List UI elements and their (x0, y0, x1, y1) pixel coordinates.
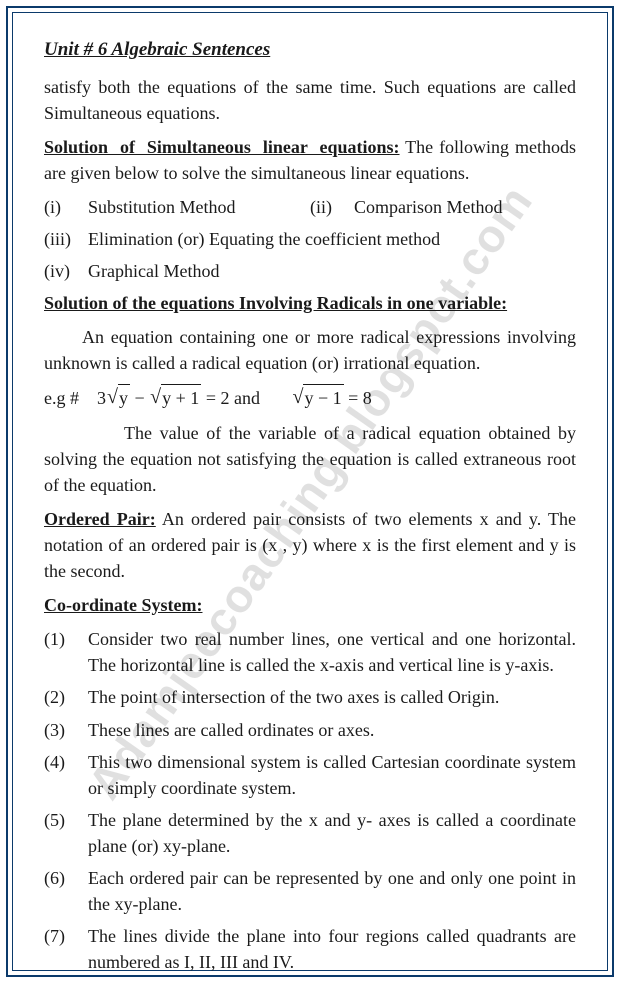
section-radicals-heading: Solution of the equations Involving Radi… (44, 290, 576, 316)
heading-coord: Co-ordinate System: (44, 595, 202, 615)
coord-num: (6) (44, 865, 88, 917)
coord-item: (1) Consider two real number lines, one … (44, 626, 576, 678)
radicals-para2: The value of the variable of a radical e… (44, 420, 576, 498)
coord-item: (6) Each ordered pair can be represented… (44, 865, 576, 917)
eq-minus: − (130, 388, 149, 408)
radicals-para1: An equation containing one or more radic… (44, 324, 576, 376)
unit-title: Unit # 6 Algebraic Sentences (44, 36, 576, 64)
heading-ordered-pair: Ordered Pair: (44, 509, 156, 529)
method-num: (iii) (44, 226, 88, 252)
coord-item: (3) These lines are called ordinates or … (44, 717, 576, 743)
coord-item: (5) The plane determined by the x and y-… (44, 807, 576, 859)
heading-radicals: Solution of the equations Involving Radi… (44, 293, 507, 313)
eq-coef: 3 (97, 388, 106, 408)
coord-num: (4) (44, 749, 88, 801)
eq-prefix: e.g # (44, 388, 79, 408)
equation-line: e.g # 3y − y + 1 = 2 and y − 1 = 8 (44, 384, 576, 411)
coord-text: The point of intersection of the two axe… (88, 684, 576, 710)
eq-eq2: = 8 (344, 388, 372, 408)
methods-row-3: (iv) Graphical Method (44, 258, 576, 284)
method-text: Elimination (or) Equating the coefficien… (88, 226, 576, 252)
method-num: (i) (44, 194, 88, 220)
coord-num: (7) (44, 923, 88, 975)
section-simultaneous: Solution of Simultaneous linear equation… (44, 134, 576, 186)
heading-simultaneous: Solution of Simultaneous linear equation… (44, 137, 400, 157)
method-num: (ii) (310, 194, 354, 220)
coord-num: (3) (44, 717, 88, 743)
coord-num: (2) (44, 684, 88, 710)
coord-text: Each ordered pair can be represented by … (88, 865, 576, 917)
sqrt-icon: y + 1 (161, 384, 201, 411)
coord-text: This two dimensional system is called Ca… (88, 749, 576, 801)
section-coord-heading: Co-ordinate System: (44, 592, 576, 618)
coord-num: (1) (44, 626, 88, 678)
methods-row-1: (i) Substitution Method (ii) Comparison … (44, 194, 576, 220)
coord-item: (7) The lines divide the plane into four… (44, 923, 576, 975)
coord-item: (2) The point of intersection of the two… (44, 684, 576, 710)
coord-item: (4) This two dimensional system is calle… (44, 749, 576, 801)
coord-text: The lines divide the plane into four reg… (88, 923, 576, 975)
coord-num: (5) (44, 807, 88, 859)
coord-text: The plane determined by the x and y- axe… (88, 807, 576, 859)
method-text: Comparison Method (354, 194, 503, 220)
intro-paragraph: satisfy both the equations of the same t… (44, 74, 576, 126)
section-ordered-pair: Ordered Pair: An ordered pair consists o… (44, 506, 576, 584)
methods-row-2: (iii) Elimination (or) Equating the coef… (44, 226, 576, 252)
coord-text: These lines are called ordinates or axes… (88, 717, 576, 743)
coord-text: Consider two real number lines, one vert… (88, 626, 576, 678)
method-text: Graphical Method (88, 258, 576, 284)
sqrt-icon: y − 1 (303, 384, 343, 411)
method-num: (iv) (44, 258, 88, 284)
sqrt-icon: y (118, 384, 130, 411)
method-text: Substitution Method (88, 194, 236, 220)
page-content: Unit # 6 Algebraic Sentences satisfy bot… (44, 36, 576, 947)
eq-eq1: = 2 and (201, 388, 260, 408)
